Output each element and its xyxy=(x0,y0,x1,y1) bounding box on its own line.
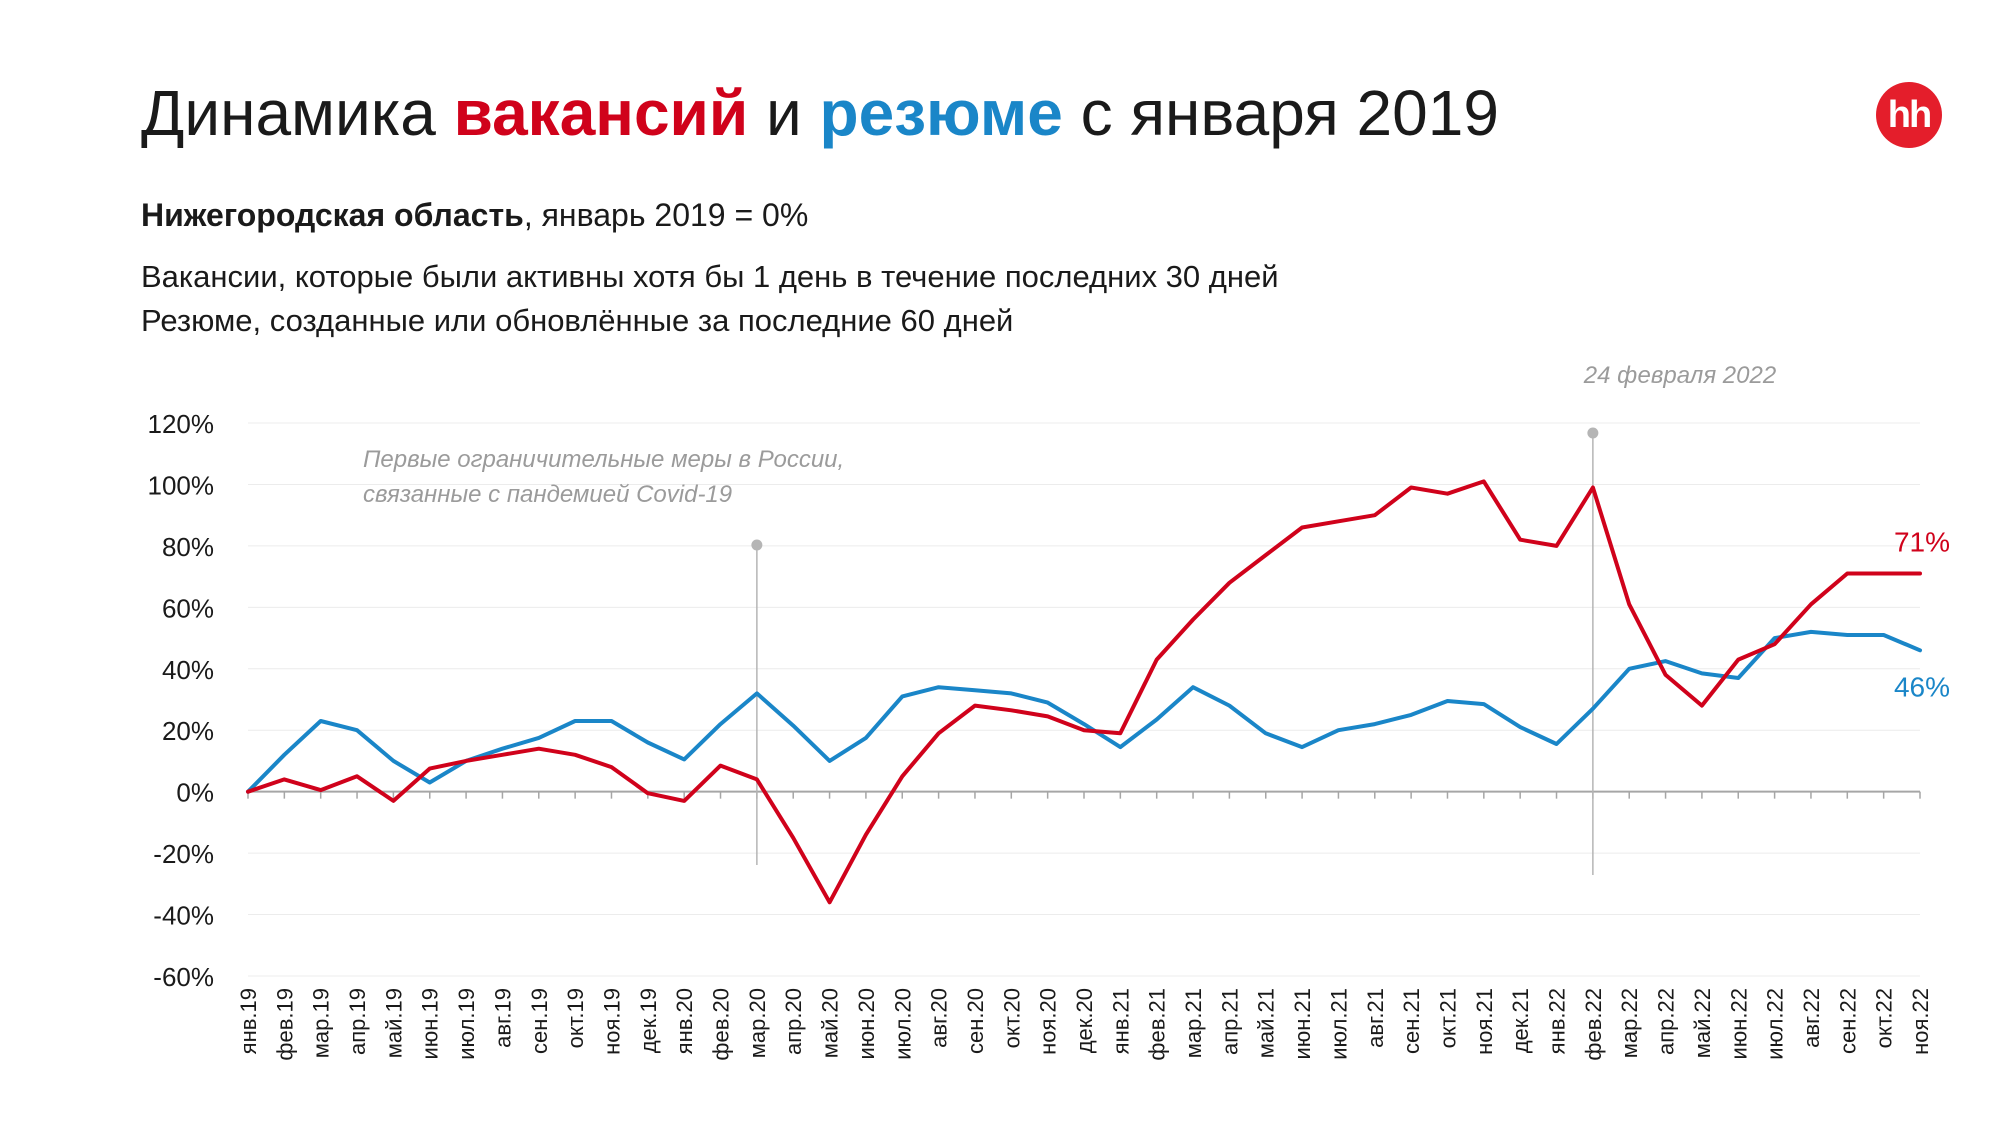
x-tick-label: авг.20 xyxy=(927,988,952,1048)
vacancies-series-line xyxy=(246,479,1922,905)
x-tick-label: фев.21 xyxy=(1145,988,1170,1061)
x-tick-label: ноя.22 xyxy=(1908,988,1933,1055)
title-resumes-word: резюме xyxy=(819,77,1063,149)
y-tick-label: 20% xyxy=(162,716,214,746)
y-tick-label: 100% xyxy=(148,470,215,500)
y-tick-label: -40% xyxy=(153,901,214,931)
x-tick-label: июл.22 xyxy=(1763,988,1788,1060)
x-tick-label: апр.22 xyxy=(1654,988,1679,1055)
y-tick-label: -60% xyxy=(153,962,214,992)
x-tick-label: мар.21 xyxy=(1181,988,1206,1058)
x-tick-label: авг.21 xyxy=(1363,988,1388,1048)
x-tick-label: мар.22 xyxy=(1617,988,1642,1058)
x-tick-label: фев.22 xyxy=(1581,988,1606,1061)
x-tick-label: сен.22 xyxy=(1835,988,1860,1054)
x-tick-label: дек.21 xyxy=(1508,988,1533,1053)
covid-marker-dot xyxy=(751,539,763,551)
vacancies-definition: Вакансии, которые были активны хотя бы 1… xyxy=(141,259,1279,294)
x-tick-label: янв.20 xyxy=(672,988,697,1054)
x-tick-label: сен.21 xyxy=(1399,988,1424,1054)
x-tick-label: окт.22 xyxy=(1872,988,1897,1048)
x-tick-label: май.22 xyxy=(1690,988,1715,1058)
x-tick-label: авг.22 xyxy=(1799,988,1824,1048)
x-tick-label: сен.20 xyxy=(963,988,988,1054)
hh-logo: hh xyxy=(1876,82,1942,148)
x-tick-label: дек.19 xyxy=(636,988,661,1053)
x-tick-label: июн.21 xyxy=(1290,988,1315,1060)
y-tick-label: -20% xyxy=(153,839,214,869)
x-tick-label: июн.19 xyxy=(418,988,443,1060)
x-tick-label: окт.21 xyxy=(1435,988,1460,1048)
y-tick-label: 80% xyxy=(162,532,214,562)
chart-subtitle: Нижегородская область, январь 2019 = 0% xyxy=(141,193,808,237)
x-tick-label: сен.19 xyxy=(527,988,552,1054)
chart-title: Динамика вакансий и резюме с января 2019 xyxy=(141,77,1499,149)
x-tick-label: май.20 xyxy=(818,988,843,1058)
resumes-series-line xyxy=(246,629,1922,794)
x-tick-label: июл.20 xyxy=(890,988,915,1060)
x-tick-label: авг.19 xyxy=(490,988,515,1048)
x-tick-label: фев.19 xyxy=(272,988,297,1061)
x-tick-label: апр.20 xyxy=(781,988,806,1055)
x-tick-label: окт.20 xyxy=(999,988,1024,1048)
covid-annotation-line1: Первые ограничительные меры в России, xyxy=(363,446,844,473)
region-name: Нижегородская область xyxy=(141,197,524,233)
x-tick-label: ноя.21 xyxy=(1472,988,1497,1055)
y-tick-label: 120% xyxy=(148,409,215,439)
feb24-marker-dot xyxy=(1587,427,1599,439)
title-vacancies-word: вакансий xyxy=(453,77,749,149)
x-tick-label: ноя.20 xyxy=(1036,988,1061,1055)
y-tick-label: 40% xyxy=(162,655,214,685)
x-tick-label: янв.21 xyxy=(1108,988,1133,1054)
covid-annotation-line2: связанные с пандемией Covid-19 xyxy=(363,481,732,508)
x-tick-label: июн.20 xyxy=(854,988,879,1060)
x-tick-label: май.21 xyxy=(1254,988,1279,1058)
x-tick-label: мар.20 xyxy=(745,988,770,1058)
x-tick-label: мар.19 xyxy=(309,988,334,1058)
x-tick-label: ноя.19 xyxy=(599,988,624,1055)
x-tick-label: дек.20 xyxy=(1072,988,1097,1053)
feb24-annotation-label: 24 февраля 2022 xyxy=(1583,362,1776,389)
x-tick-label: июл.21 xyxy=(1326,988,1351,1060)
x-tick-label: янв.22 xyxy=(1545,988,1570,1054)
vacancies-end-label: 71% xyxy=(1894,527,1950,558)
x-tick-label: июн.22 xyxy=(1726,988,1751,1060)
y-tick-label: 0% xyxy=(176,778,214,808)
y-tick-label: 60% xyxy=(162,593,214,623)
resumes-definition: Резюме, созданные или обновлённые за пос… xyxy=(141,303,1014,338)
x-tick-label: фев.20 xyxy=(709,988,734,1061)
x-tick-label: апр.21 xyxy=(1217,988,1242,1055)
baseline-note: , январь 2019 = 0% xyxy=(523,197,809,233)
x-tick-label: окт.19 xyxy=(563,988,588,1048)
x-tick-label: июл.19 xyxy=(454,988,479,1060)
x-tick-label: янв.19 xyxy=(236,988,261,1054)
x-tick-label: май.19 xyxy=(381,988,406,1058)
x-tick-label: апр.19 xyxy=(345,988,370,1055)
resumes-end-label: 46% xyxy=(1894,671,1950,702)
